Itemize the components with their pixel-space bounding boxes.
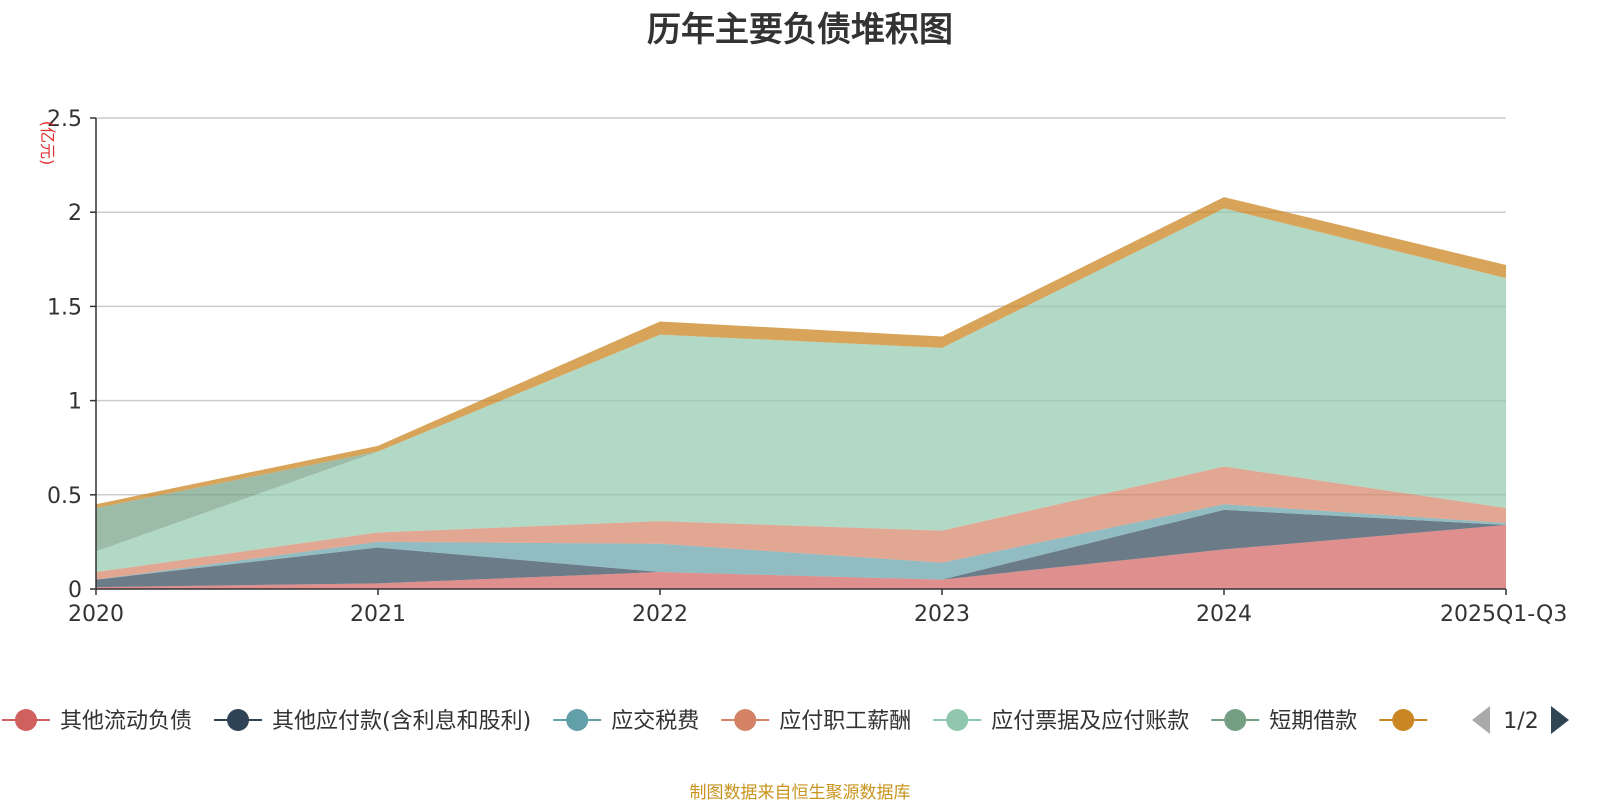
legend-label: 短期借款 <box>1269 709 1357 734</box>
y-axis-unit-label: (亿元) <box>38 121 57 166</box>
legend-next-page-icon[interactable] <box>1551 706 1569 734</box>
y-tick-label: 2.5 <box>47 107 82 132</box>
area-series-0 <box>96 524 1506 589</box>
x-tick-label: 2024 <box>1196 602 1252 627</box>
y-tick-label: 2 <box>68 201 82 226</box>
legend-item[interactable]: 应付票据及应付账款 <box>933 709 1189 734</box>
x-tick-label: 2020 <box>68 602 124 627</box>
legend-label: 应付职工薪酬 <box>779 709 911 734</box>
y-tick-label: 0 <box>68 578 82 603</box>
legend-page-indicator: 1/2 <box>1503 709 1538 734</box>
legend-pager: 1/2 <box>1472 706 1569 734</box>
x-tick-label: 2021 <box>350 602 406 627</box>
legend-item[interactable]: 短期借款 <box>1211 709 1357 734</box>
legend-item[interactable] <box>1379 709 1428 731</box>
legend-label: 应交税费 <box>611 709 699 734</box>
x-tick-label: 2023 <box>914 602 970 627</box>
legend-label: 应付票据及应付账款 <box>991 709 1189 734</box>
data-source-note: 制图数据来自恒生聚源数据库 <box>689 783 911 803</box>
x-tick-label: 2025Q1-Q3 <box>1440 602 1567 627</box>
legend: 其他流动负债 其他应付款(含利息和股利) 应交税费 应付职工薪酬 应付票据及应付账款 短期… <box>2 709 1428 734</box>
area-series-3 <box>96 466 1506 580</box>
y-tick-label: 1.5 <box>47 295 82 320</box>
legend-circle-icon <box>734 709 757 731</box>
legend-label: 其他应付款(含利息和股利) <box>272 709 531 734</box>
legend-item[interactable]: 应交税费 <box>553 709 699 734</box>
x-tick-label: 2022 <box>632 602 688 627</box>
legend-circle-icon <box>1224 709 1247 731</box>
axes: 0 0.5 1 1.5 2 2.5 2020 2021 2022 2023 2024 2025Q1-Q… <box>47 107 1567 627</box>
legend-circle-icon <box>227 709 250 731</box>
chart-title: 历年主要负债堆积图 <box>647 10 953 50</box>
legend-circle-icon <box>946 709 969 731</box>
area-series-1 <box>96 509 1506 588</box>
legend-item[interactable]: 其他流动负债 <box>2 709 192 734</box>
legend-item[interactable]: 应付职工薪酬 <box>721 709 911 734</box>
area-series-6 <box>96 197 1506 508</box>
legend-circle-icon <box>15 709 37 731</box>
legend-items: 其他流动负债 其他应付款(含利息和股利) 应交税费 应付职工薪酬 应付票据及应付账款 短期… <box>2 709 1428 734</box>
legend-item[interactable]: 其他应付款(含利息和股利) <box>214 709 531 734</box>
area-series-2 <box>96 504 1506 580</box>
y-tick-label: 0.5 <box>47 484 82 509</box>
legend-label: 其他流动负债 <box>60 709 192 734</box>
series-areas <box>96 197 1506 589</box>
legend-circle-icon <box>1392 709 1415 731</box>
area-series-4 <box>96 208 1506 573</box>
legend-prev-page-icon[interactable] <box>1472 706 1490 734</box>
legend-circle-icon <box>566 709 589 731</box>
y-tick-label: 1 <box>68 390 82 415</box>
